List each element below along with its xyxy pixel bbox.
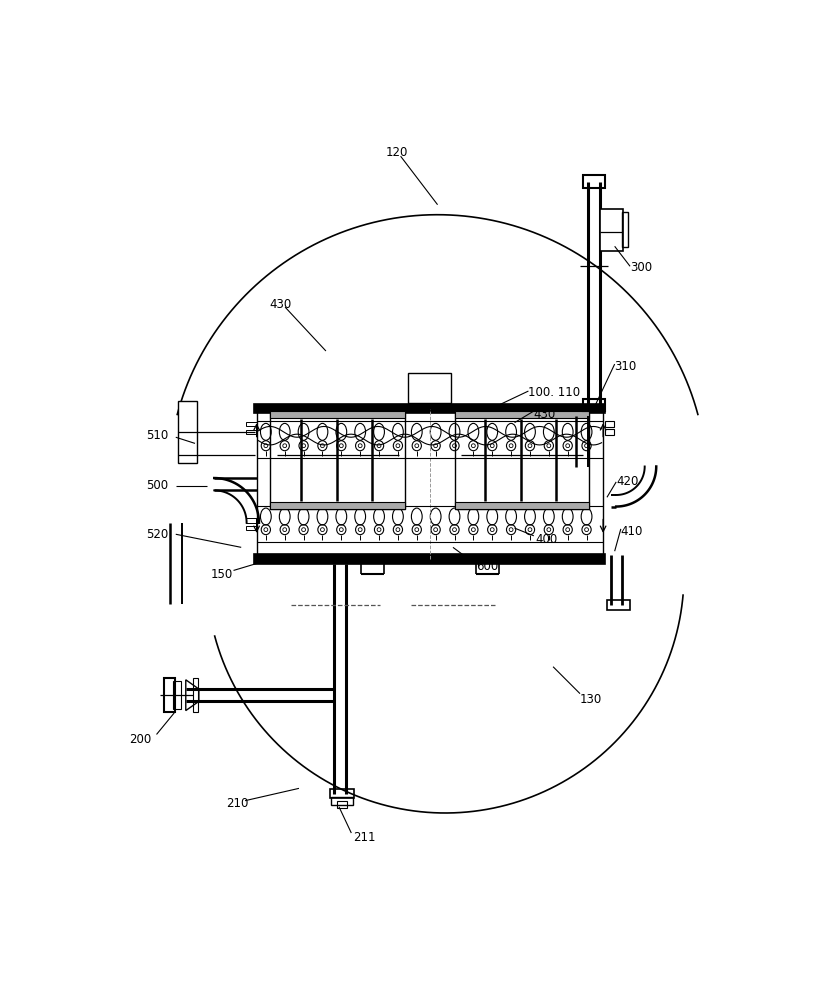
Text: 210: 210 [225, 797, 248, 810]
Text: 430: 430 [534, 408, 556, 421]
Text: 410: 410 [620, 525, 643, 538]
Text: 600: 600 [476, 560, 498, 573]
Bar [408, 373, 452, 403]
Bar [331, 797, 353, 805]
Bar [607, 600, 630, 610]
Text: 100. 110: 100. 110 [529, 386, 580, 399]
Text: 510: 510 [146, 429, 169, 442]
Bar [255, 554, 605, 564]
Bar [245, 422, 256, 426]
Bar [600, 209, 623, 251]
Bar [454, 502, 590, 509]
Polygon shape [185, 680, 199, 711]
Bar [583, 399, 605, 411]
Text: 520: 520 [146, 528, 169, 541]
Bar [164, 678, 175, 712]
Bar [605, 421, 614, 427]
Text: 200: 200 [129, 733, 152, 746]
Text: 420: 420 [616, 475, 639, 488]
Bar [256, 409, 603, 559]
Bar [255, 404, 605, 413]
Bar [245, 518, 256, 523]
Bar [330, 789, 354, 798]
Text: 310: 310 [615, 360, 637, 373]
Bar [271, 413, 405, 509]
Bar [454, 413, 590, 509]
Text: 211: 211 [353, 831, 376, 844]
Text: 400: 400 [535, 533, 558, 546]
Bar [245, 430, 256, 434]
Bar [583, 175, 605, 188]
Bar [271, 502, 405, 509]
Bar [271, 411, 405, 418]
Bar [454, 411, 590, 418]
Text: 500: 500 [146, 479, 169, 492]
Bar [194, 678, 198, 712]
Text: 430: 430 [270, 298, 292, 311]
Bar [174, 681, 181, 709]
Text: 130: 130 [580, 693, 602, 706]
Bar [605, 429, 614, 435]
Bar [621, 212, 628, 247]
Bar [245, 526, 256, 530]
Bar [337, 801, 347, 808]
Text: 120: 120 [385, 146, 407, 159]
Text: 150: 150 [210, 568, 233, 581]
Bar [178, 401, 196, 463]
Text: 300: 300 [630, 261, 652, 274]
